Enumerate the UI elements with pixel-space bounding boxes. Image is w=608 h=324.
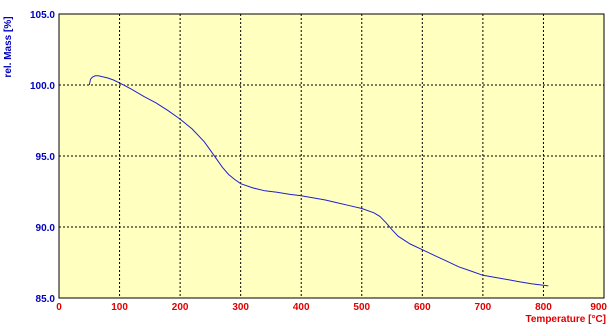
grid [59, 14, 604, 298]
y-tick-label: 90.0 [36, 223, 56, 234]
x-tick-label: 100 [111, 302, 128, 313]
x-tick-label: 600 [414, 302, 431, 313]
x-tick-label: 200 [172, 302, 189, 313]
x-tick-label: 500 [353, 302, 370, 313]
y-tick-label: 95.0 [36, 152, 56, 163]
x-tick-labels: 0 100 200 300 400 500 600 700 800 900 [56, 302, 607, 313]
x-axis-title: Temperature [°C] [526, 314, 607, 324]
x-tick-label: 700 [475, 302, 492, 313]
y-tick-label: 100.0 [30, 81, 55, 92]
y-axis-title: rel. Mass [%] [3, 16, 14, 77]
x-tick-label: 400 [293, 302, 310, 313]
x-tick-label: 900 [590, 302, 607, 313]
x-tick-label: 0 [56, 302, 62, 313]
series-line [88, 75, 549, 287]
x-tick-label: 300 [232, 302, 249, 313]
y-tick-label: 85.0 [36, 294, 56, 305]
y-tick-labels: 85.0 90.0 95.0 100.0 105.0 [30, 10, 55, 305]
y-tick-label: 105.0 [30, 10, 55, 21]
x-tick-label: 800 [535, 302, 552, 313]
